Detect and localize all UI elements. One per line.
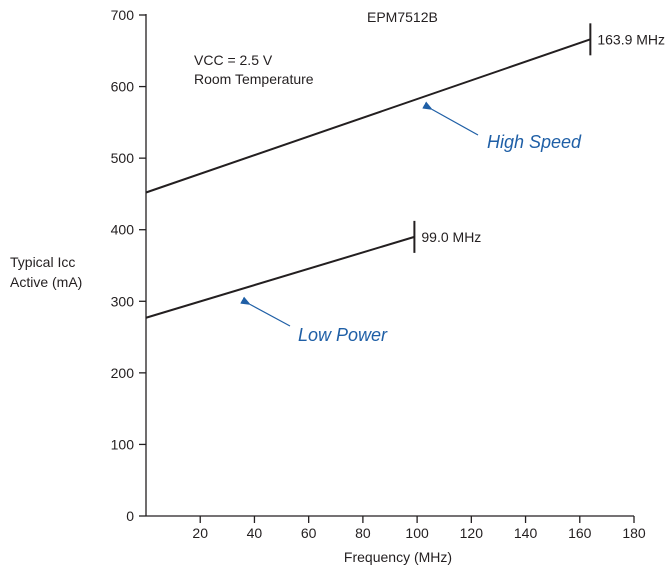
y-tick-label: 400 xyxy=(111,222,135,238)
y-tick-label: 200 xyxy=(111,365,135,381)
x-tick-label: 120 xyxy=(460,525,484,541)
low-power-series-label: Low Power xyxy=(298,325,388,345)
x-tick-label: 160 xyxy=(568,525,592,541)
chart-title: EPM7512B xyxy=(367,9,438,25)
x-tick-label: 80 xyxy=(355,525,371,541)
high-speed-pointer-arrow xyxy=(422,101,479,136)
temperature-annotation: Room Temperature xyxy=(194,71,314,87)
y-tick-label: 100 xyxy=(111,436,135,452)
low-power-pointer-arrow xyxy=(240,296,291,327)
series-group: 163.9 MHz High Speed 99.0 MHz Low Power xyxy=(145,23,665,345)
high-speed-line xyxy=(145,38,591,194)
x-tick-label: 100 xyxy=(405,525,429,541)
x-tick-label: 20 xyxy=(192,525,208,541)
y-axis-label-line2: Active (mA) xyxy=(10,274,82,290)
y-tick-label: 500 xyxy=(111,150,135,166)
y-tick-label: 300 xyxy=(111,293,135,309)
x-axis-label: Frequency (MHz) xyxy=(344,549,452,565)
axes xyxy=(145,14,634,517)
x-tick-label: 140 xyxy=(514,525,538,541)
x-tick-label: 60 xyxy=(301,525,317,541)
low-power-end-label: 99.0 MHz xyxy=(421,229,481,245)
x-tick-label: 40 xyxy=(247,525,263,541)
x-tick-label: 180 xyxy=(622,525,646,541)
y-tick-label: 600 xyxy=(111,79,135,95)
y-axis-label-line1: Typical Icc xyxy=(10,254,75,270)
high-speed-end-label: 163.9 MHz xyxy=(597,31,665,47)
y-tick-label: 0 xyxy=(126,508,134,524)
high-speed-series-label: High Speed xyxy=(487,132,582,152)
ticks: 0 100 200 300 400 500 600 700 20 40 60 80 100 120 140 1… xyxy=(111,7,646,541)
vcc-annotation: VCC = 2.5 V xyxy=(194,52,273,68)
y-tick-label: 700 xyxy=(111,7,135,23)
low-power-line xyxy=(145,235,415,319)
